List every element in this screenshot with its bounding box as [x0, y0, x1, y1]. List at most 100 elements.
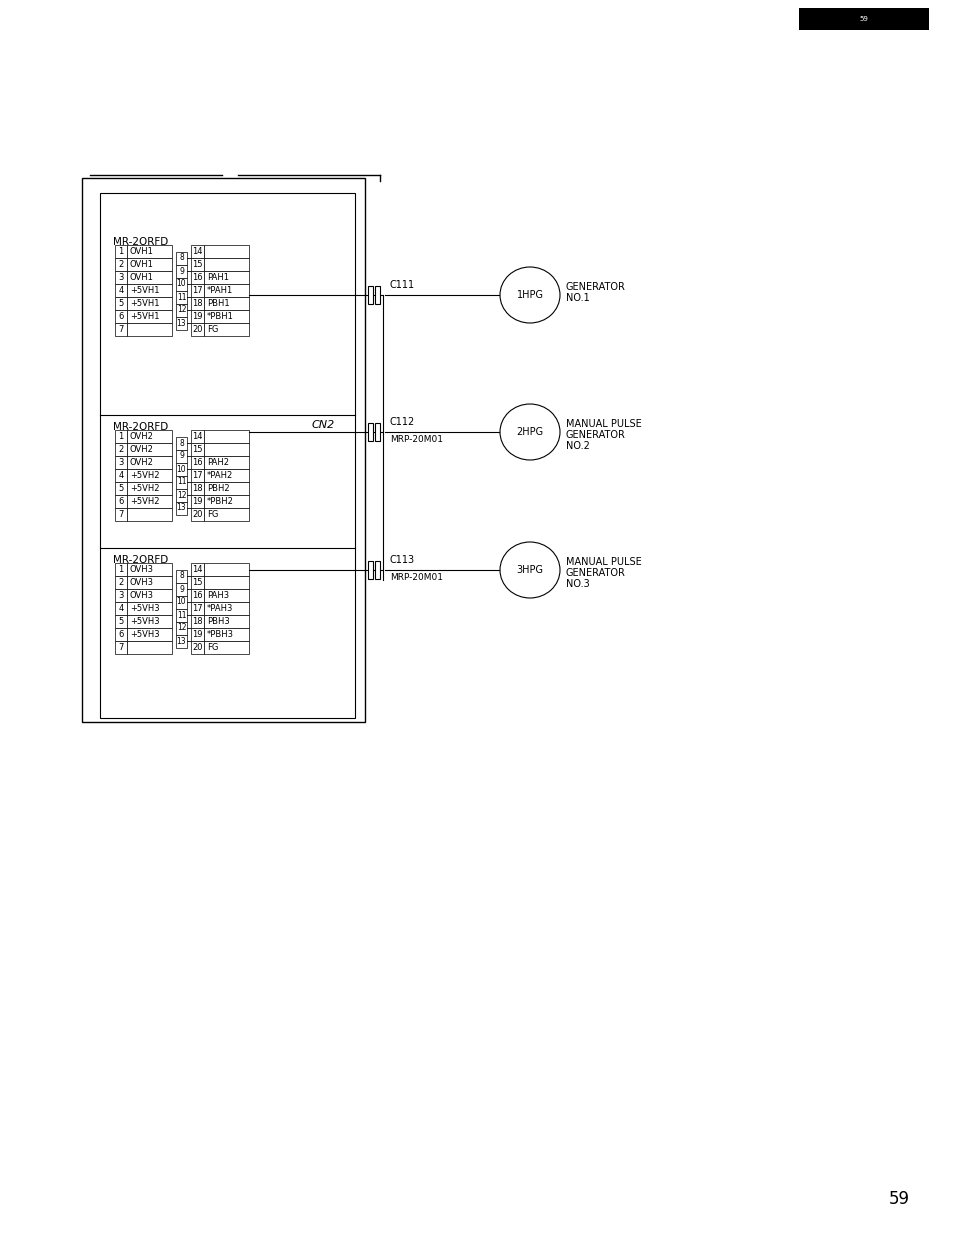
Text: +5VH2: +5VH2	[130, 471, 159, 480]
Bar	[191, 469, 204, 482]
Bar	[368, 561, 373, 579]
Bar	[127, 563, 172, 576]
Bar	[127, 602, 172, 615]
Bar	[115, 271, 127, 284]
Text: MANUAL PULSE: MANUAL PULSE	[565, 420, 641, 429]
Text: 5: 5	[118, 299, 124, 308]
Text: OVH2: OVH2	[130, 458, 153, 466]
Bar	[191, 310, 204, 323]
Text: 7: 7	[118, 643, 124, 652]
Text: 1: 1	[118, 247, 124, 255]
Bar	[191, 323, 204, 336]
Text: 20: 20	[193, 510, 203, 520]
Bar	[175, 304, 187, 316]
Bar	[127, 576, 172, 589]
Bar	[204, 576, 249, 589]
Bar	[204, 602, 249, 615]
Bar	[127, 457, 172, 469]
Text: 4: 4	[118, 471, 124, 480]
Text: OVH2: OVH2	[130, 445, 153, 454]
Bar	[191, 443, 204, 457]
Text: 13: 13	[176, 318, 186, 327]
Text: 12: 12	[176, 623, 186, 633]
Text: 59: 59	[859, 16, 867, 22]
Bar	[204, 271, 249, 284]
Bar	[191, 258, 204, 271]
Text: 17: 17	[192, 603, 203, 613]
Text: OVH1: OVH1	[130, 273, 153, 283]
Bar	[115, 640, 127, 654]
Bar	[127, 589, 172, 602]
Text: +5VH2: +5VH2	[130, 484, 159, 494]
Bar	[175, 570, 187, 582]
Bar	[175, 475, 187, 489]
Ellipse shape	[499, 267, 559, 323]
Bar	[115, 429, 127, 443]
Text: MR-2ORFD: MR-2ORFD	[112, 422, 168, 432]
Text: FG: FG	[207, 643, 218, 652]
Text: NO.3: NO.3	[565, 579, 589, 589]
Text: MANUAL PULSE: MANUAL PULSE	[565, 557, 641, 566]
Bar	[115, 284, 127, 297]
Text: NO.2: NO.2	[565, 441, 589, 450]
Bar	[127, 246, 172, 258]
Text: 18: 18	[192, 484, 203, 494]
Text: CN2: CN2	[312, 420, 335, 429]
Text: MRP-20M01: MRP-20M01	[390, 436, 442, 444]
Bar	[175, 316, 187, 329]
Bar	[375, 286, 379, 304]
Bar	[115, 469, 127, 482]
Bar	[191, 628, 204, 640]
Bar	[204, 443, 249, 457]
Text: *PAH1: *PAH1	[207, 286, 233, 295]
Bar	[82, 178, 365, 722]
Text: OVH3: OVH3	[130, 565, 153, 574]
Bar	[115, 323, 127, 336]
Bar	[375, 561, 379, 579]
Bar	[175, 449, 187, 463]
Text: 6: 6	[118, 497, 124, 506]
Text: 11: 11	[176, 611, 186, 619]
Bar	[175, 501, 187, 515]
Bar	[204, 589, 249, 602]
Bar	[204, 469, 249, 482]
Bar	[115, 508, 127, 521]
Bar	[115, 602, 127, 615]
Text: PAH3: PAH3	[207, 591, 229, 600]
Text: 13: 13	[176, 503, 186, 512]
Bar	[175, 252, 187, 264]
Bar	[191, 284, 204, 297]
Bar	[368, 286, 373, 304]
Text: 19: 19	[193, 497, 203, 506]
Text: 8: 8	[179, 438, 184, 448]
Bar	[115, 628, 127, 640]
Text: PBH2: PBH2	[207, 484, 230, 494]
Text: 11: 11	[176, 292, 186, 301]
Bar	[204, 258, 249, 271]
Ellipse shape	[499, 542, 559, 598]
Bar	[191, 297, 204, 310]
Text: 14: 14	[193, 247, 203, 255]
Bar	[175, 264, 187, 278]
Text: GENERATOR: GENERATOR	[565, 283, 625, 292]
Text: 12: 12	[176, 490, 186, 500]
Bar	[204, 246, 249, 258]
Bar	[127, 469, 172, 482]
Bar	[115, 297, 127, 310]
Text: OVH3: OVH3	[130, 591, 153, 600]
Bar	[127, 258, 172, 271]
Text: 17: 17	[192, 286, 203, 295]
Text: 10: 10	[176, 464, 186, 474]
Bar	[115, 495, 127, 508]
Text: C113: C113	[390, 555, 415, 565]
Text: 17: 17	[192, 471, 203, 480]
Text: 9: 9	[179, 267, 184, 275]
Bar	[115, 482, 127, 495]
Bar	[191, 602, 204, 615]
Bar	[175, 290, 187, 304]
Bar	[115, 443, 127, 457]
Text: +5VH1: +5VH1	[130, 312, 159, 321]
Text: GENERATOR: GENERATOR	[565, 429, 625, 441]
Bar	[191, 563, 204, 576]
Text: +5VH3: +5VH3	[130, 631, 159, 639]
